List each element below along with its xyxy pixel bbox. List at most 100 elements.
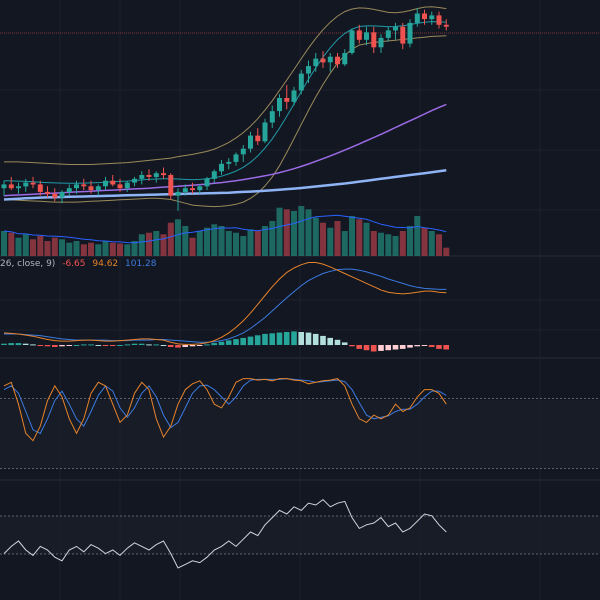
macd-pane[interactable] xyxy=(1,262,449,352)
candle-body xyxy=(320,58,326,63)
candle[interactable] xyxy=(103,176,108,191)
candle-body xyxy=(37,184,43,192)
candle-body xyxy=(277,98,282,112)
rsi-pane[interactable] xyxy=(0,498,600,569)
candle-body xyxy=(74,184,79,189)
candle-body xyxy=(190,188,195,191)
candle[interactable] xyxy=(298,69,304,95)
candle[interactable] xyxy=(335,53,340,68)
candle[interactable] xyxy=(52,188,58,202)
candle-body xyxy=(161,173,166,176)
candle[interactable] xyxy=(37,180,43,196)
candle[interactable] xyxy=(23,178,29,192)
candle[interactable] xyxy=(190,182,195,194)
candle-body xyxy=(364,32,369,40)
candle[interactable] xyxy=(1,180,7,196)
candle[interactable] xyxy=(132,176,137,187)
volume-bar xyxy=(59,239,65,256)
candle[interactable] xyxy=(219,160,224,175)
macd-histogram-bar xyxy=(81,344,87,346)
candle[interactable] xyxy=(378,34,384,53)
candle[interactable] xyxy=(407,19,413,48)
candle[interactable] xyxy=(255,128,261,145)
candle[interactable] xyxy=(414,7,420,27)
macd-histogram-bar xyxy=(269,333,275,345)
candle-body xyxy=(1,184,7,189)
macd-histogram-bar xyxy=(283,332,290,345)
candle[interactable] xyxy=(320,51,326,68)
volume-bar xyxy=(1,231,7,256)
candle[interactable] xyxy=(277,94,282,117)
price-pane[interactable] xyxy=(0,6,600,256)
candle[interactable] xyxy=(204,176,210,191)
candle-body xyxy=(66,188,72,192)
candle[interactable] xyxy=(393,22,398,40)
macd-histogram-bar xyxy=(305,332,312,345)
candle[interactable] xyxy=(349,28,355,55)
candle[interactable] xyxy=(443,19,449,31)
candle[interactable] xyxy=(182,184,188,196)
candle[interactable] xyxy=(168,173,174,200)
candle[interactable] xyxy=(81,178,87,191)
candle[interactable] xyxy=(342,49,348,67)
macd-histogram-bar xyxy=(312,333,319,345)
candle[interactable] xyxy=(313,53,319,72)
candle-body xyxy=(211,171,217,179)
candle[interactable] xyxy=(59,190,65,204)
macd-histogram-bar xyxy=(88,344,94,346)
candle[interactable] xyxy=(291,86,297,106)
macd-histogram-bar xyxy=(298,332,304,345)
candle[interactable] xyxy=(248,131,253,153)
candle[interactable] xyxy=(306,60,311,84)
candle[interactable] xyxy=(364,26,369,46)
candle[interactable] xyxy=(284,84,290,110)
volume-bar xyxy=(414,216,421,256)
candle[interactable] xyxy=(139,171,145,185)
candle[interactable] xyxy=(269,105,275,129)
candle[interactable] xyxy=(400,22,406,50)
candle[interactable] xyxy=(66,184,72,196)
macd-histogram-bar xyxy=(334,339,341,345)
candle[interactable] xyxy=(16,182,21,194)
candle[interactable] xyxy=(124,180,130,192)
candle-body xyxy=(429,15,435,20)
candle[interactable] xyxy=(262,118,268,144)
candle[interactable] xyxy=(422,9,427,25)
candle[interactable] xyxy=(371,26,377,53)
ma-slow-line xyxy=(3,103,447,197)
candle[interactable] xyxy=(240,145,246,162)
candle[interactable] xyxy=(327,53,333,72)
macd-histogram-bar xyxy=(421,345,428,346)
macd-histogram-bar xyxy=(363,345,370,351)
volume-bar xyxy=(341,231,348,256)
candle[interactable] xyxy=(117,178,123,192)
candle[interactable] xyxy=(175,188,181,211)
macd-histogram-bar xyxy=(254,335,261,346)
candle[interactable] xyxy=(88,180,94,194)
candle[interactable] xyxy=(8,176,14,191)
candle[interactable] xyxy=(233,152,239,166)
candle[interactable] xyxy=(356,24,362,44)
candle[interactable] xyxy=(211,169,217,183)
volume-bar xyxy=(204,227,210,256)
volume-bar xyxy=(8,232,15,256)
candle[interactable] xyxy=(30,176,36,189)
candle[interactable] xyxy=(146,169,152,181)
candle[interactable] xyxy=(226,158,232,170)
stochastic-pane[interactable] xyxy=(0,378,600,469)
candle-body xyxy=(371,32,377,48)
macd-histogram-bar xyxy=(52,345,58,347)
macd-legend: 26, close, 9) -6.65 94.62 101.28 xyxy=(0,259,161,269)
candle[interactable] xyxy=(429,11,435,25)
candle[interactable] xyxy=(436,11,442,29)
candle[interactable] xyxy=(385,26,391,42)
candle[interactable] xyxy=(161,167,166,179)
candle[interactable] xyxy=(197,184,203,194)
candle[interactable] xyxy=(74,180,79,194)
candle[interactable] xyxy=(153,171,159,183)
candle[interactable] xyxy=(110,175,116,187)
candle[interactable] xyxy=(45,186,50,198)
macd-histogram-bar xyxy=(8,343,14,346)
candle[interactable] xyxy=(95,184,101,196)
